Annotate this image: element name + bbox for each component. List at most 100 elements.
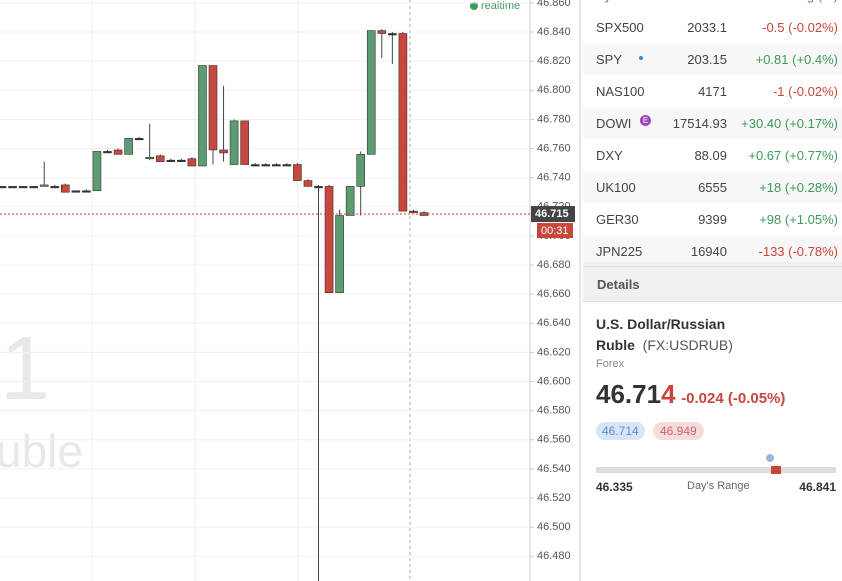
- change: +18 (+0.28%): [759, 180, 838, 195]
- last: 88.09: [694, 148, 727, 163]
- candle-body: [39, 184, 49, 187]
- y-tick-label: 46.500: [537, 521, 571, 533]
- candle-body: [271, 164, 281, 167]
- badge: E: [640, 115, 651, 126]
- countdown-box: [537, 223, 573, 239]
- last: 9399: [698, 212, 727, 227]
- symbol: NAS100: [596, 84, 645, 99]
- range-high: 46.841: [799, 480, 836, 494]
- candle-body: [388, 33, 397, 36]
- candle-body: [208, 65, 218, 151]
- watchlist-row[interactable]: NAS100 4171 -1 (-0.02%): [583, 75, 842, 107]
- column-header: Last: [702, 0, 727, 3]
- change: -1 (-0.02%): [772, 84, 838, 99]
- y-tick-label: 46.580: [537, 405, 571, 417]
- chart: 1 uble realtime 46.48046.50046.52046.540…: [0, 0, 581, 581]
- candle-body: [219, 149, 228, 154]
- range-label: Day's Range: [687, 480, 750, 492]
- details-title: Details: [597, 277, 640, 292]
- y-tick-label: 46.780: [537, 113, 571, 125]
- candle-body: [377, 30, 387, 34]
- price-box-label: 46.715: [535, 208, 569, 220]
- candle-body: [82, 190, 91, 193]
- watchlist-row[interactable]: SPY 203.15 +0.81 (+0.4%): [583, 43, 842, 75]
- live-dot: [639, 56, 643, 60]
- range-low: 46.335: [596, 480, 633, 494]
- instrument-ticker: (FX:USDRUB): [642, 337, 733, 353]
- candle-body: [134, 138, 144, 141]
- candle-body: [356, 154, 366, 187]
- last: 16940: [690, 244, 727, 259]
- candle-body: [324, 186, 334, 293]
- watchlist-row[interactable]: GER30 9399 +98 (+1.05%): [583, 203, 842, 235]
- ask: 46.949: [653, 422, 704, 440]
- last: 4171: [698, 84, 727, 99]
- candle-body: [92, 151, 102, 192]
- watchlist-row[interactable]: UK100 6555 +18 (+0.28%): [583, 171, 842, 203]
- candle-body: [8, 186, 17, 189]
- candle-body: [145, 156, 154, 160]
- bid: 46.714: [596, 422, 645, 440]
- candle-body: [366, 30, 376, 155]
- candle-body: [103, 151, 112, 154]
- y-tick-label: 46.820: [537, 55, 571, 67]
- candle-body: [314, 186, 323, 189]
- y-tick-label: 46.600: [537, 375, 571, 387]
- change: -0.5 (-0.02%): [762, 20, 838, 35]
- candle-body: [250, 164, 260, 167]
- change: +30.40 (+0.17%): [741, 116, 838, 131]
- candle-body: [261, 164, 271, 167]
- y-tick-label: 46.660: [537, 288, 571, 300]
- candle-body: [71, 190, 81, 193]
- realtime-dot: [470, 2, 478, 10]
- symbol: JPN225: [596, 244, 643, 259]
- watchlist-bottom: [583, 262, 842, 266]
- candle-body: [303, 180, 313, 187]
- column-header: Chng (%): [783, 0, 838, 3]
- y-tick-label: 46.800: [537, 84, 571, 96]
- candle-body: [198, 65, 207, 167]
- watchlist-row[interactable]: DXY 88.09 +0.67 (+0.77%): [583, 139, 842, 171]
- symbol: DOWI: [596, 116, 632, 131]
- price: 46.71: [596, 379, 662, 409]
- last: 203.15: [687, 52, 727, 67]
- y-tick-label: 46.640: [537, 317, 571, 329]
- countdown-label: 00:31: [541, 225, 569, 237]
- candle-body: [60, 184, 70, 193]
- candle-body: [293, 164, 302, 181]
- candle-body: [229, 120, 239, 165]
- candle-body: [398, 33, 408, 212]
- watchlist-row[interactable]: JPN225 16940 -133 (-0.78%): [583, 235, 842, 267]
- watchlist-row[interactable]: SPX500 2033.1 -0.5 (-0.02%): [583, 11, 842, 43]
- candle-body: [124, 138, 133, 155]
- candle-body: [409, 210, 418, 213]
- y-tick-label: 46.560: [537, 434, 571, 446]
- watchlist-row[interactable]: DOWI 17514.93 +30.40 (+0.17%) E: [583, 107, 842, 139]
- y-tick-label: 46.680: [537, 259, 571, 271]
- range-marker: [770, 466, 781, 474]
- y-tick-label: 46.860: [537, 0, 571, 9]
- candle-body: [50, 186, 60, 189]
- instrument-name: U.S. Dollar/Russian Ruble: [596, 316, 726, 353]
- column-header: Symbol: [596, 0, 639, 3]
- price-digit: 4: [661, 379, 676, 409]
- candle-body: [29, 186, 38, 189]
- realtime-label: realtime: [481, 0, 520, 12]
- instrument: U.S. Dollar/Russian Ruble (FX:USDRUB): [596, 314, 761, 356]
- change: +0.67 (+0.77%): [748, 148, 838, 163]
- watermark: 1: [0, 319, 50, 419]
- price-change: -0.024 (-0.05%): [681, 390, 786, 407]
- candle-body: [0, 186, 7, 189]
- symbol: SPY: [596, 52, 623, 67]
- price-block: 46.714 -0.024 (-0.05%): [596, 379, 785, 410]
- y-tick-label: 46.540: [537, 463, 571, 475]
- candle-body: [187, 158, 197, 167]
- candle-body: [345, 186, 355, 216]
- side-panel: Symbol Last Chng (%) SPX500 2033.1 -0.5 (-0.0…: [583, 0, 842, 581]
- watchlist-header: Symbol Last Chng (%): [583, 0, 842, 11]
- candle-body: [335, 215, 344, 293]
- symbol: SPX500: [596, 20, 644, 35]
- change: +98 (+1.05%): [759, 212, 838, 227]
- candle-body: [166, 159, 176, 162]
